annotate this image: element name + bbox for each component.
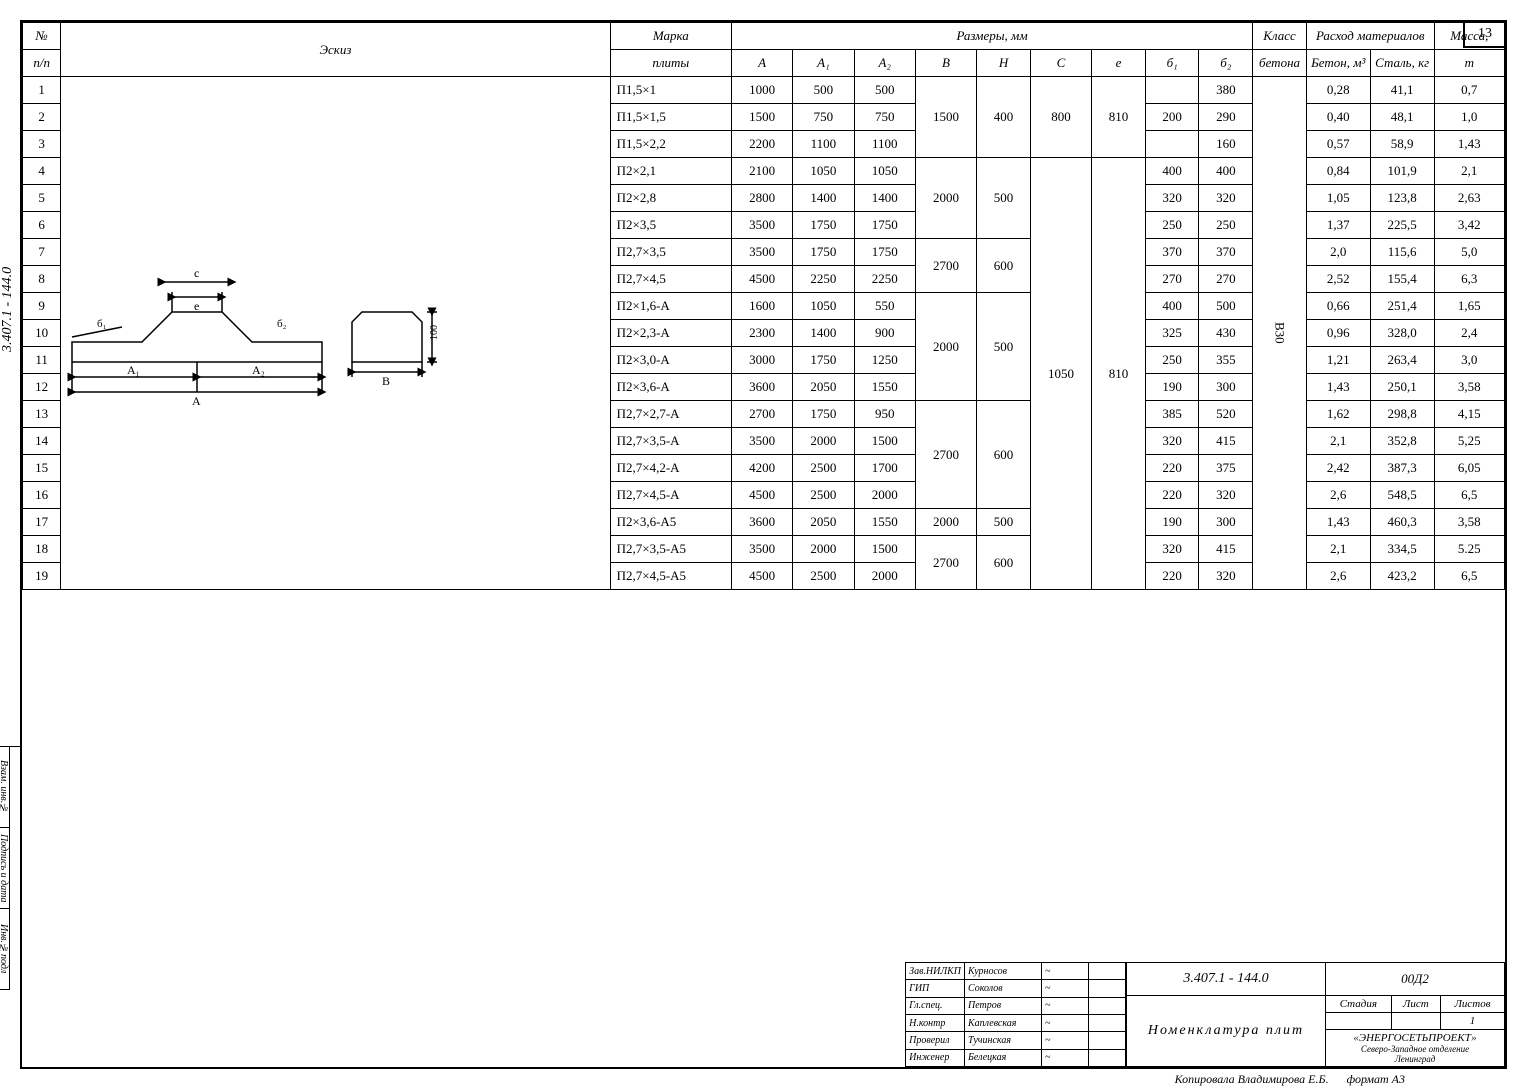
table-row: 1П1,5×110005005001500400800810380В300,28…	[23, 77, 1505, 104]
svg-text:с: с	[194, 266, 199, 280]
lbl-stadiya: Стадия	[1326, 996, 1392, 1013]
col-beton: Бетон, м³	[1306, 50, 1370, 77]
svg-text:А₂: А₂	[252, 363, 265, 377]
kopir: Копировала Владимирова Е.Б.	[1175, 1072, 1329, 1086]
col-klass: Класс	[1253, 23, 1307, 50]
col-H: Н	[977, 50, 1031, 77]
col-stal: Сталь, кг	[1370, 50, 1434, 77]
col-A2: А₂	[854, 50, 915, 77]
listov-val: 1	[1441, 1013, 1505, 1030]
svg-text:А₁: А₁	[127, 363, 140, 377]
title-block-signatures: Зав.НИЛКПКурносов~ГИПСоколов~Гл.спец.Пет…	[905, 962, 1126, 1067]
col-B: В	[915, 50, 976, 77]
footer: Копировала Владимирова Е.Б. формат А3	[1175, 1072, 1405, 1087]
col-np: п/п	[23, 50, 61, 77]
svg-text:е: е	[194, 299, 199, 313]
page-number: 13	[1463, 20, 1507, 48]
col-A: А	[731, 50, 792, 77]
col-A1: А₁	[793, 50, 854, 77]
drawing-sheet: 13 3.407.1 - 144.0 Взам. инв.№ Подпись и…	[20, 20, 1507, 1069]
side-cell: Подпись и дата	[0, 828, 10, 909]
col-klass2: бетона	[1253, 50, 1307, 77]
svg-text:В: В	[382, 374, 390, 388]
col-plity: плиты	[610, 50, 731, 77]
side-blocks: Взам. инв.№ Подпись и дата Инв.№подл	[0, 746, 20, 1067]
side-doc-code: 3.407.1 - 144.0	[0, 267, 16, 352]
svg-text:А: А	[192, 394, 201, 408]
doc-sub: 00Д2	[1326, 963, 1505, 996]
side-cell: Взам. инв.№	[0, 747, 10, 828]
col-rashod: Расход материалов	[1306, 23, 1434, 50]
side-cell: Инв.№подл	[0, 909, 10, 990]
col-e: е	[1092, 50, 1146, 77]
format: формат А3	[1347, 1072, 1405, 1086]
lbl-list: Лист	[1391, 996, 1440, 1013]
svg-text:б₂: б₂	[277, 318, 287, 330]
col-C: С	[1030, 50, 1091, 77]
svg-text:б₁: б₁	[97, 318, 107, 330]
col-b2: б₂	[1199, 50, 1253, 77]
col-razmery: Размеры, мм	[731, 23, 1252, 50]
doc-code: 3.407.1 - 144.0	[1127, 963, 1326, 996]
svg-text:100: 100	[429, 325, 440, 340]
org: «ЭНЕРГОСЕТЬПРОЕКТ» Северо-Западное отдел…	[1326, 1030, 1505, 1067]
col-n: №	[23, 23, 61, 50]
col-massa2: т	[1434, 50, 1504, 77]
lbl-listov: Листов	[1441, 996, 1505, 1013]
col-b1: б₁	[1145, 50, 1199, 77]
doc-title: Номенклатура плит	[1127, 996, 1326, 1067]
sketch-diagram: с е б₁ б₂ А₁ А₂ А В 100	[42, 222, 442, 422]
col-eskiz: Эскиз	[61, 23, 610, 77]
col-marka: Марка	[610, 23, 731, 50]
title-block: Зав.НИЛКПКурносов~ГИПСоколов~Гл.спец.Пет…	[905, 962, 1505, 1067]
title-block-info: 3.407.1 - 144.0 00Д2 Номенклатура плит С…	[1126, 962, 1505, 1067]
